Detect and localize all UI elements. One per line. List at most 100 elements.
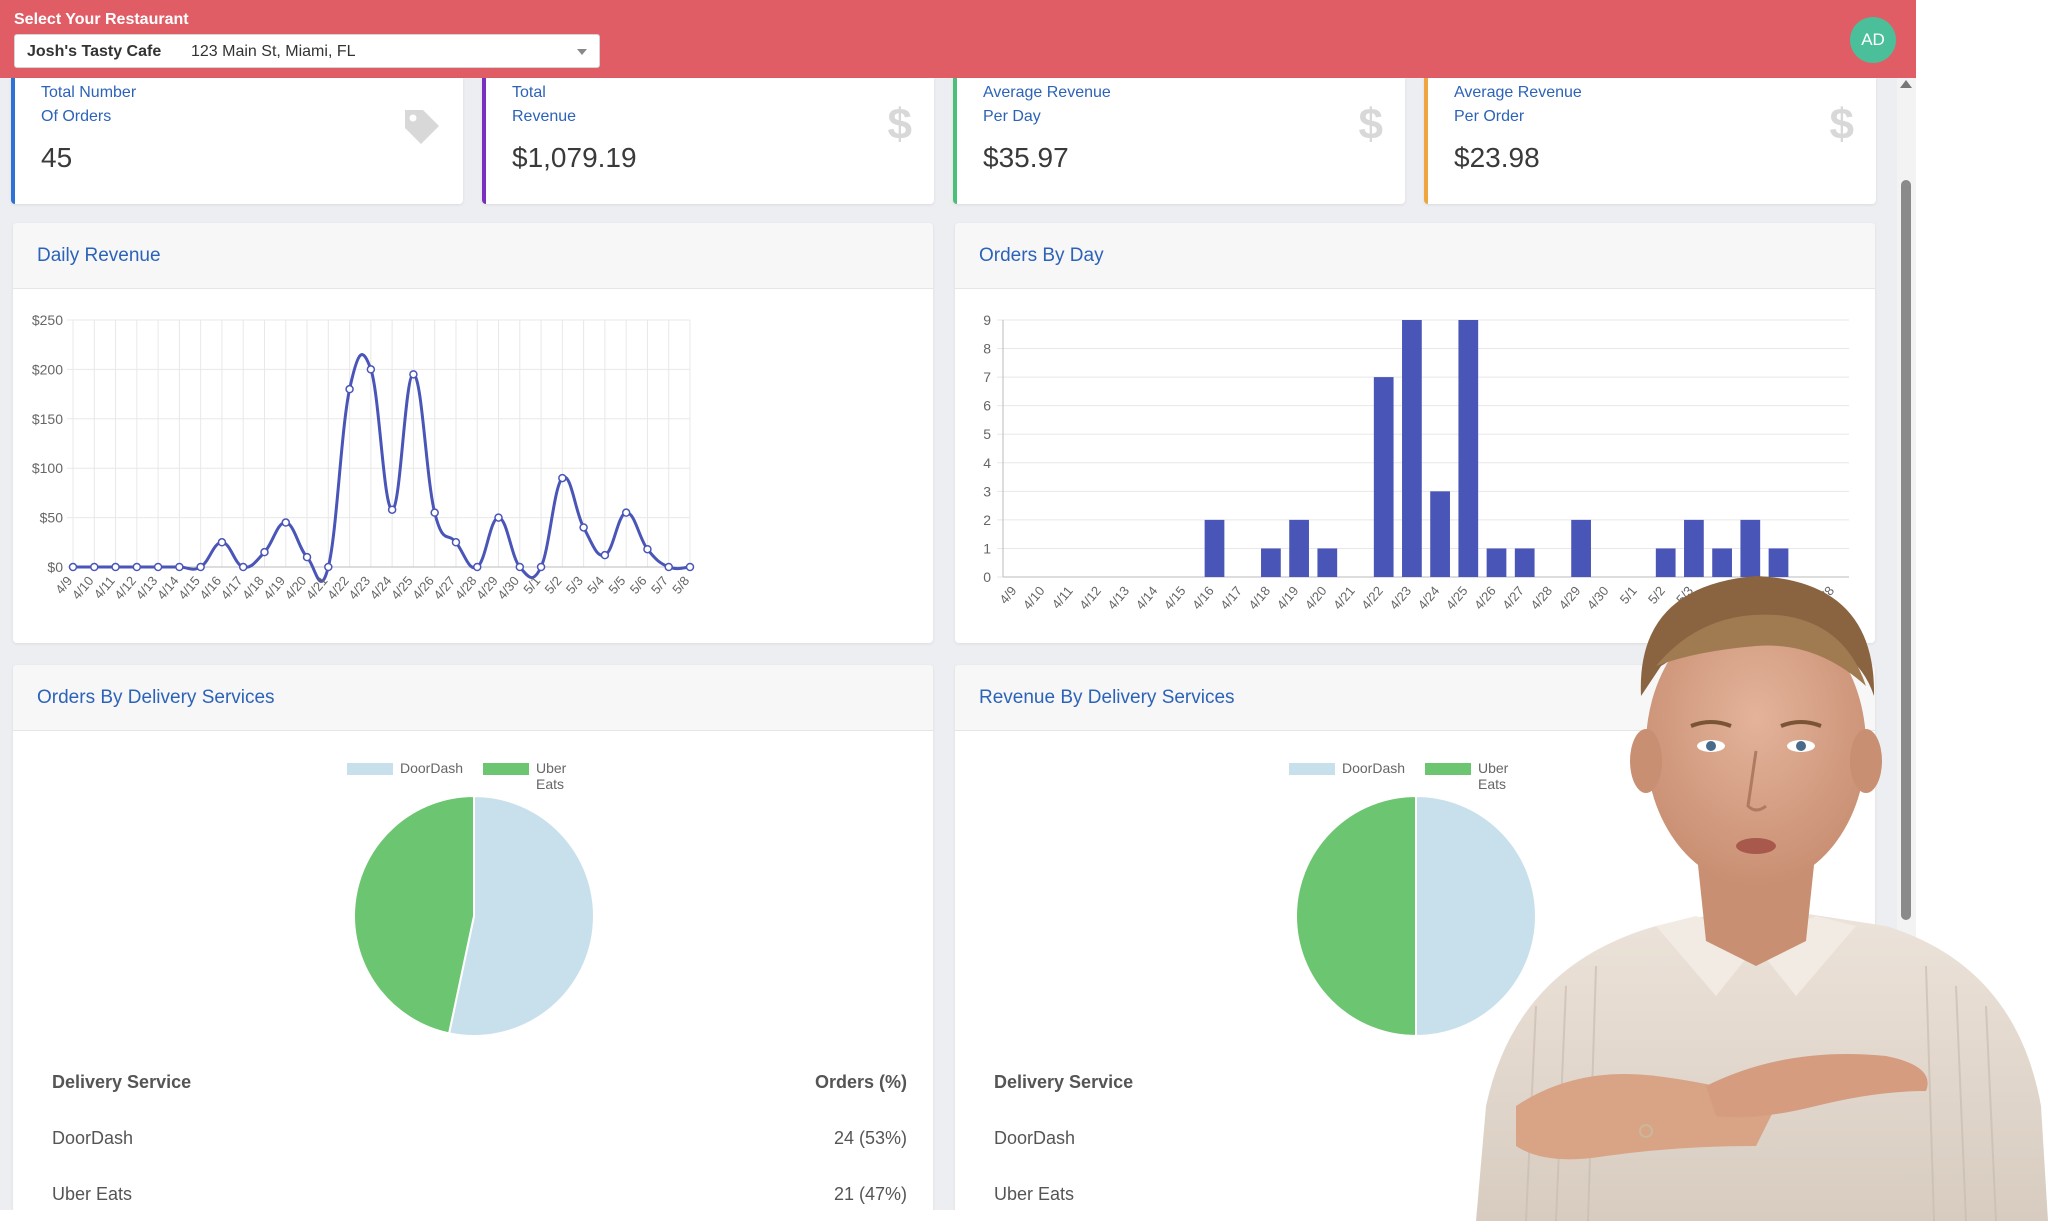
- data-point: [175, 562, 184, 572]
- data-point: [387, 505, 397, 514]
- x-tick-label: 4/14: [154, 573, 182, 602]
- revenue-table: Delivery Service DoorDash Uber Eats: [994, 1072, 1849, 1210]
- x-tick-label: 4/16: [1189, 583, 1217, 612]
- table-cell-service: Uber Eats: [52, 1184, 133, 1204]
- panel-header: Orders By Delivery Services: [13, 665, 933, 731]
- daily-revenue-chart: $0$50$100$150$200$2504/94/104/114/124/13…: [32, 312, 695, 602]
- bar-4-29: [1571, 519, 1591, 577]
- panel-header: Daily Revenue: [13, 223, 933, 289]
- stat-value: $23.98: [1454, 142, 1540, 173]
- x-tick-label: 4/15: [1161, 583, 1189, 612]
- stat-label: Total Number: [41, 84, 137, 101]
- data-point: [643, 544, 652, 554]
- stat-value: $1,079.19: [512, 142, 637, 173]
- x-tick-label: 4/11: [91, 573, 118, 601]
- y-tick-label: $100: [32, 460, 63, 476]
- bar-4-19: [1289, 519, 1309, 577]
- y-tick-label: $200: [32, 361, 63, 377]
- stat-label: Of Orders: [41, 108, 112, 125]
- data-point: [685, 562, 695, 572]
- x-tick-label: 4/16: [196, 573, 224, 602]
- stat-label: Average Revenue: [1454, 84, 1582, 101]
- data-point: [345, 384, 354, 394]
- orders-table: Delivery Service Orders (%) DoorDash 24 …: [52, 1072, 907, 1210]
- select-restaurant-label: Select Your Restaurant: [14, 11, 189, 28]
- x-tick-label: 4/17: [218, 573, 246, 602]
- x-tick-label: 4/17: [1217, 583, 1245, 612]
- revenue-pie-chart: [1295, 794, 1537, 1038]
- x-tick-label: 4/10: [1020, 583, 1048, 612]
- legend-swatch-doordash: [347, 763, 393, 775]
- stat-label: Revenue: [512, 108, 577, 125]
- x-tick-label: 4/24: [367, 573, 395, 602]
- y-tick-label: 7: [983, 369, 991, 385]
- x-tick-label: 4/15: [175, 573, 203, 602]
- x-tick-label: 4/10: [69, 573, 97, 602]
- bar-5-6: [1768, 548, 1789, 577]
- y-tick-label: $50: [40, 510, 64, 526]
- bar-4-23: [1402, 320, 1422, 577]
- bar-4-20: [1317, 548, 1338, 577]
- x-tick-label: 4/23: [1386, 583, 1414, 612]
- x-tick-label: 4/22: [324, 573, 352, 602]
- x-tick-label: 5/5: [605, 573, 628, 596]
- dashboard-app: Select Your Restaurant Josh's Tasty Cafe…: [0, 0, 1916, 1210]
- x-tick-label: 5/7: [648, 573, 671, 596]
- x-tick-label: 4/26: [409, 573, 437, 602]
- table-cell-service: Uber Eats: [994, 1184, 1075, 1204]
- data-point: [260, 547, 269, 557]
- avatar[interactable]: AD: [1850, 17, 1896, 63]
- data-point: [111, 562, 120, 572]
- x-tick-label: 4/30: [494, 573, 522, 602]
- data-point: [558, 473, 567, 483]
- data-point: [238, 562, 248, 572]
- pie-slice-doordash: [447, 794, 595, 1037]
- x-tick-label: 4/14: [1133, 583, 1161, 612]
- y-tick-label: 3: [983, 483, 991, 499]
- scroll-up-arrow-icon[interactable]: [1900, 80, 1912, 88]
- bar-5-4: [1712, 548, 1732, 577]
- stat-card-total-orders: Total Number Of Orders 45: [11, 78, 463, 204]
- y-tick-label: 2: [983, 512, 991, 528]
- data-point: [68, 562, 78, 572]
- table-header-service: Delivery Service: [994, 1072, 1134, 1092]
- data-point: [494, 513, 503, 522]
- y-tick-label: $0: [47, 559, 63, 575]
- scrollbar-thumb[interactable]: [1901, 180, 1911, 920]
- table-cell-service: DoorDash: [52, 1128, 134, 1148]
- table-cell-orders: 21 (47%): [833, 1184, 907, 1204]
- y-tick-label: 8: [983, 341, 991, 357]
- bar-4-27: [1514, 548, 1535, 577]
- x-tick-label: 4/18: [1245, 583, 1273, 612]
- x-tick-label: 5/3: [563, 573, 586, 596]
- legend-label-doordash: DoorDash: [1342, 760, 1406, 776]
- x-tick-label: 4/28: [452, 573, 480, 602]
- chevron-down-icon: [577, 49, 587, 55]
- restaurant-select[interactable]: Josh's Tasty Cafe 123 Main St, Miami, FL: [14, 34, 600, 68]
- data-point: [281, 518, 291, 527]
- daily-revenue-panel: Daily Revenue $0 $50 $100 $150 $200 $250 4/9 4/…: [13, 223, 933, 643]
- data-point: [132, 562, 142, 572]
- panel-title: Orders By Day: [979, 245, 1104, 266]
- table-cell-orders: 24 (53%): [833, 1128, 907, 1148]
- table-header-service: Delivery Service: [52, 1072, 192, 1092]
- panel-title: Revenue By Delivery Services: [979, 687, 1235, 708]
- data-point: [324, 562, 333, 572]
- dollar-icon: $: [1829, 100, 1854, 149]
- stat-value: 45: [41, 142, 73, 173]
- y-tick-label: $150: [32, 411, 63, 427]
- data-point: [196, 562, 205, 572]
- x-tick-label: 4/13: [133, 573, 161, 602]
- panel-header: Orders By Day: [955, 223, 1875, 289]
- stat-label: Total: [512, 84, 546, 101]
- stat-label: Per Day: [983, 108, 1041, 125]
- pie-slice-uber-eats: [1295, 794, 1417, 1038]
- dollar-icon: $: [1358, 100, 1383, 149]
- data-point: [451, 538, 461, 547]
- orders-by-delivery-panel: Orders By Delivery Services DoorDash Ube…: [13, 665, 933, 1210]
- data-point: [409, 370, 418, 379]
- x-tick-label: 5/8: [669, 573, 692, 596]
- bar-5-3: [1684, 519, 1704, 577]
- legend-label-ubereats: Uber Eats: [536, 760, 567, 792]
- data-point: [600, 550, 610, 560]
